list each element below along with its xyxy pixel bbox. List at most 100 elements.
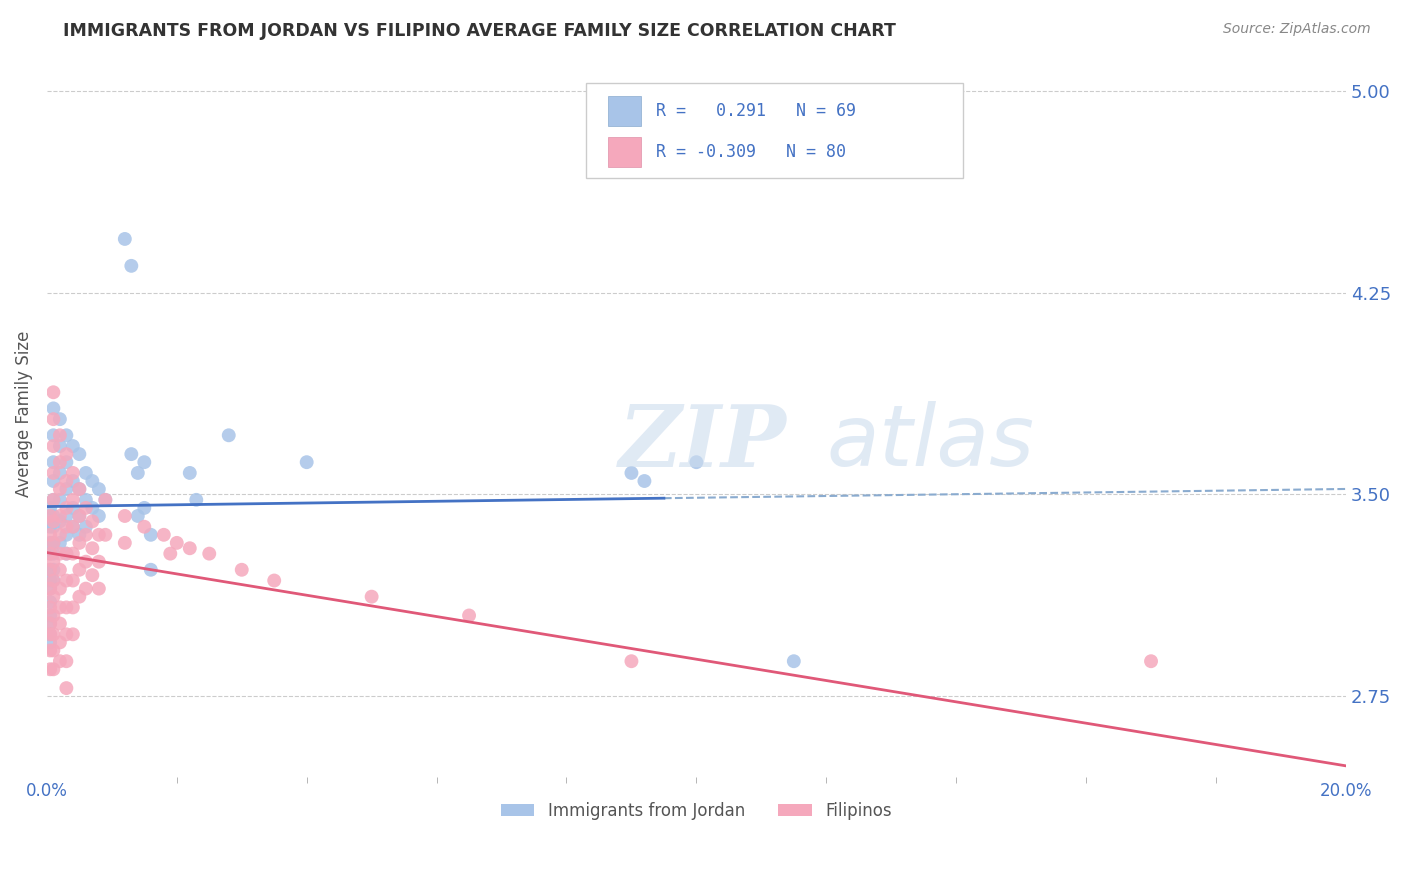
- Point: [75, 500, 97, 515]
- Point: [55, 627, 77, 641]
- Bar: [607, 136, 641, 167]
- Point: [39, 500, 62, 515]
- Point: [120, 447, 142, 461]
- Point: [49, 528, 72, 542]
- Point: [42, 439, 65, 453]
- Point: [42, 474, 65, 488]
- Point: [67, 590, 90, 604]
- Point: [49, 455, 72, 469]
- Point: [75, 582, 97, 596]
- Point: [42, 608, 65, 623]
- Point: [49, 482, 72, 496]
- Point: [39, 608, 62, 623]
- Point: [159, 547, 181, 561]
- Point: [55, 528, 77, 542]
- Point: [42, 574, 65, 588]
- Point: [55, 482, 77, 496]
- Point: [295, 455, 318, 469]
- Point: [166, 536, 188, 550]
- Text: atlas: atlas: [827, 401, 1035, 484]
- Point: [75, 555, 97, 569]
- Point: [152, 528, 174, 542]
- Point: [42, 492, 65, 507]
- Point: [49, 547, 72, 561]
- Point: [39, 547, 62, 561]
- Point: [55, 600, 77, 615]
- Point: [633, 474, 655, 488]
- Point: [134, 520, 156, 534]
- Point: [39, 574, 62, 588]
- Point: [49, 428, 72, 442]
- Point: [263, 574, 285, 588]
- Point: [42, 492, 65, 507]
- Point: [55, 520, 77, 534]
- Point: [620, 466, 643, 480]
- Point: [685, 837, 707, 851]
- Point: [55, 447, 77, 461]
- Point: [42, 455, 65, 469]
- Point: [42, 555, 65, 569]
- Point: [134, 455, 156, 469]
- Point: [39, 595, 62, 609]
- Point: [75, 466, 97, 480]
- Point: [67, 528, 90, 542]
- Point: [62, 520, 84, 534]
- Point: [458, 608, 481, 623]
- Point: [179, 541, 201, 556]
- Point: [42, 428, 65, 442]
- Point: [62, 466, 84, 480]
- Point: [39, 508, 62, 523]
- Text: IMMIGRANTS FROM JORDAN VS FILIPINO AVERAGE FAMILY SIZE CORRELATION CHART: IMMIGRANTS FROM JORDAN VS FILIPINO AVERA…: [63, 22, 896, 40]
- Point: [114, 232, 136, 246]
- Point: [62, 547, 84, 561]
- Point: [49, 492, 72, 507]
- Point: [218, 428, 240, 442]
- Point: [49, 412, 72, 426]
- Point: [42, 508, 65, 523]
- Point: [114, 536, 136, 550]
- Point: [67, 536, 90, 550]
- Point: [87, 482, 110, 496]
- Point: [49, 439, 72, 453]
- Point: [42, 643, 65, 657]
- Point: [62, 627, 84, 641]
- Point: [55, 654, 77, 668]
- Point: [42, 536, 65, 550]
- Point: [67, 482, 90, 496]
- Point: [87, 555, 110, 569]
- Point: [127, 508, 149, 523]
- Text: ZIP: ZIP: [619, 401, 786, 484]
- Point: [94, 492, 117, 507]
- Point: [82, 541, 104, 556]
- Point: [49, 616, 72, 631]
- Point: [62, 492, 84, 507]
- Point: [62, 500, 84, 515]
- Point: [179, 466, 201, 480]
- Point: [55, 500, 77, 515]
- Point: [139, 563, 162, 577]
- Point: [42, 662, 65, 676]
- Y-axis label: Average Family Size: Average Family Size: [15, 331, 32, 497]
- Point: [39, 627, 62, 641]
- Point: [39, 643, 62, 657]
- Point: [39, 520, 62, 534]
- Point: [49, 514, 72, 528]
- Text: R = -0.309   N = 80: R = -0.309 N = 80: [657, 143, 846, 161]
- Point: [42, 385, 65, 400]
- Point: [75, 520, 97, 534]
- Point: [55, 547, 77, 561]
- Point: [67, 482, 90, 496]
- Point: [360, 590, 382, 604]
- Point: [82, 500, 104, 515]
- Point: [186, 492, 208, 507]
- Point: [42, 536, 65, 550]
- Point: [87, 528, 110, 542]
- Point: [42, 401, 65, 416]
- FancyBboxPatch shape: [586, 83, 963, 178]
- Point: [42, 547, 65, 561]
- Point: [62, 600, 84, 615]
- Point: [49, 582, 72, 596]
- Point: [39, 536, 62, 550]
- Point: [62, 474, 84, 488]
- Point: [39, 662, 62, 676]
